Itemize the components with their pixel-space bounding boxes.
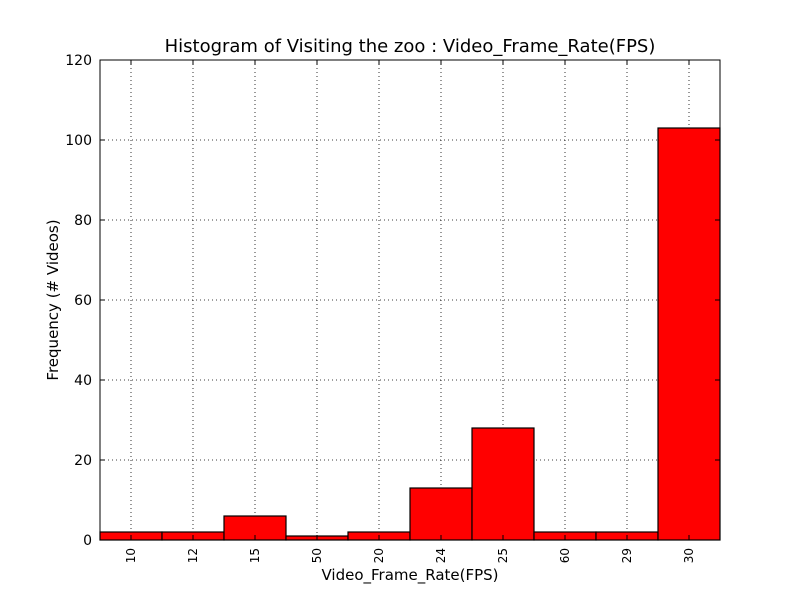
y-tick-label: 0 (83, 533, 92, 549)
y-tick-label: 60 (74, 293, 92, 309)
grid-lines (100, 60, 720, 540)
x-tick-labels: 10 12 15 50 20 24 25 60 29 30 (124, 548, 696, 563)
x-tick-label: 30 (682, 548, 696, 563)
x-tick-label: 15 (248, 548, 262, 563)
tick-marks (100, 59, 720, 541)
x-tick-label: 24 (434, 548, 448, 563)
x-tick-label: 60 (558, 548, 572, 563)
x-tick-label: 12 (186, 548, 200, 563)
bar (409, 487, 473, 541)
y-axis-label: Frequency (# Videos) (44, 219, 62, 380)
y-tick-label: 40 (74, 373, 92, 389)
x-axis-label: Video_Frame_Rate(FPS) (321, 566, 498, 585)
chart-title: Histogram of Visiting the zoo : Video_Fr… (165, 36, 656, 57)
x-tick-label: 29 (620, 548, 634, 563)
y-tick-label: 100 (65, 133, 92, 149)
bar (471, 427, 535, 541)
y-tick-labels: 0 20 40 60 80 100 120 (65, 53, 92, 549)
y-tick-label: 20 (74, 453, 92, 469)
x-tick-label: 10 (124, 548, 138, 563)
y-tick-label: 120 (65, 53, 92, 69)
bars (99, 127, 721, 541)
bar (657, 127, 721, 541)
x-tick-label: 20 (372, 548, 386, 563)
x-tick-label: 25 (496, 548, 510, 563)
y-tick-label: 80 (74, 213, 92, 229)
x-tick-label: 50 (310, 548, 324, 563)
